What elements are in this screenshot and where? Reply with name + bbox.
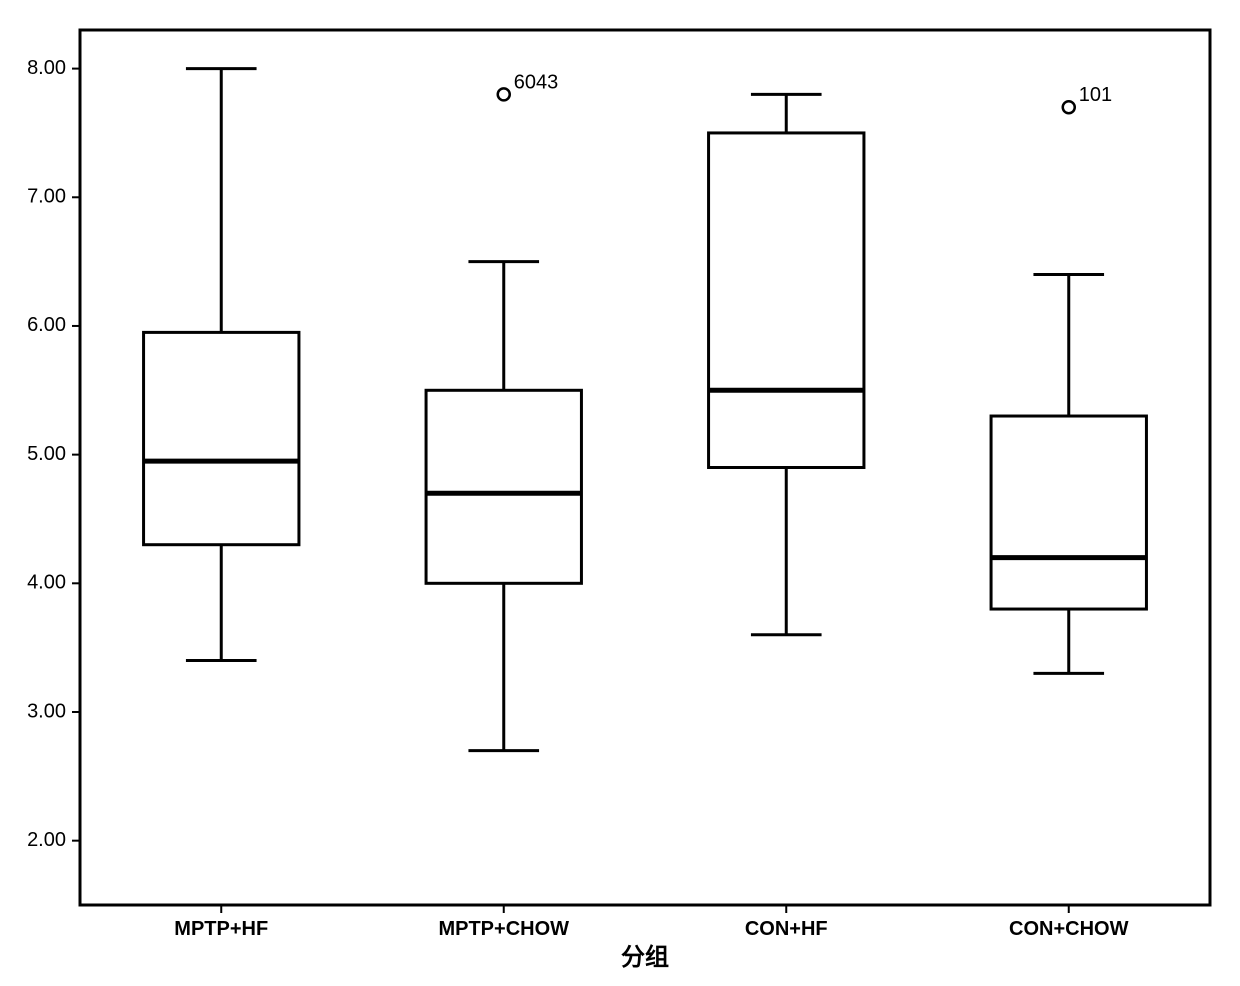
y-tick-label: 7.00	[27, 186, 66, 208]
x-tick-label: MPTP+HF	[174, 918, 268, 940]
x-tick-label: CON+CHOW	[1009, 918, 1129, 940]
outlier-label: 6043	[514, 71, 559, 93]
x-tick-label: CON+HF	[745, 918, 828, 940]
y-tick-label: 3.00	[27, 700, 66, 722]
x-tick-label: MPTP+CHOW	[438, 918, 569, 940]
outlier-label: 101	[1079, 84, 1112, 106]
y-tick-label: 6.00	[27, 314, 66, 336]
boxplot-chart: 2.00 3.00 4.00 5.00 6.00 7.00 8.00 MPTP+HF MPTP+…	[0, 0, 1240, 986]
y-tick-label: 4.00	[27, 572, 66, 594]
y-tick-label: 8.00	[27, 57, 66, 79]
y-tick-label: 2.00	[27, 829, 66, 851]
x-axis-label: 分组	[621, 944, 669, 971]
y-tick-label: 5.00	[27, 443, 66, 465]
